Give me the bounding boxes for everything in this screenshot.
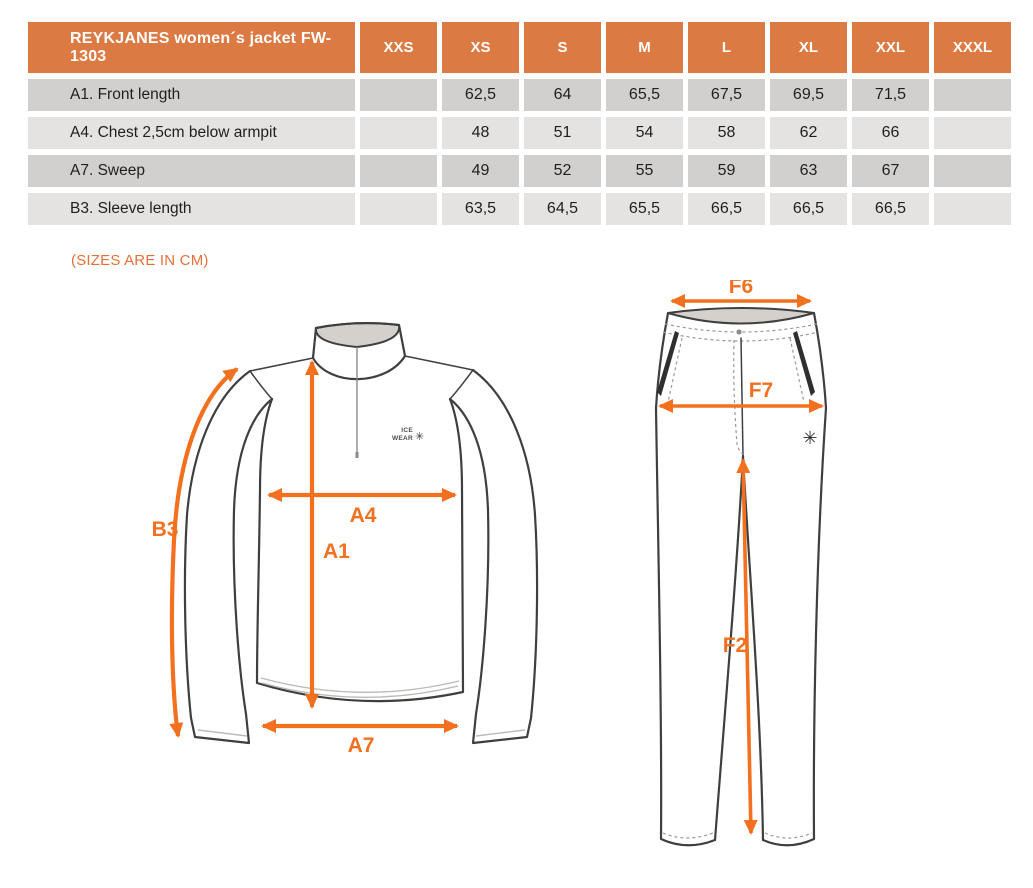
size-value: 64,5 bbox=[524, 193, 601, 225]
size-value: 66,5 bbox=[852, 193, 929, 225]
size-header-xxxl: XXXL bbox=[934, 22, 1011, 73]
jacket-sleeves bbox=[183, 368, 539, 745]
size-value bbox=[934, 117, 1011, 149]
size-value: 64 bbox=[524, 79, 601, 111]
size-value bbox=[934, 79, 1011, 111]
size-value: 63,5 bbox=[442, 193, 519, 225]
size-value bbox=[360, 193, 437, 225]
jacket-measurement-diagram: ICE WEAR ✳ B3 A4 A1 A7 bbox=[152, 321, 539, 757]
size-value: 52 bbox=[524, 155, 601, 187]
product-title: REYKJANES women´s jacket FW-1303 bbox=[28, 22, 355, 73]
b3-label: B3 bbox=[152, 518, 179, 541]
a1-label: A1 bbox=[323, 540, 350, 563]
size-value: 71,5 bbox=[852, 79, 929, 111]
size-header-s: S bbox=[524, 22, 601, 73]
b3-arrow bbox=[169, 367, 239, 738]
icewear-logo: ICE WEAR ✳ bbox=[392, 427, 424, 443]
logo-text-ice: ICE bbox=[401, 427, 413, 434]
waist-button bbox=[736, 329, 742, 335]
f2-label: F2 bbox=[723, 634, 748, 657]
logo-text-wear: WEAR bbox=[392, 435, 413, 442]
f6-label: F6 bbox=[729, 280, 754, 298]
size-value: 59 bbox=[688, 155, 765, 187]
pants-pockets bbox=[657, 331, 815, 403]
left-pocket bbox=[657, 331, 679, 396]
snowflake-icon: ✳ bbox=[415, 430, 424, 443]
measurement-label: B3. Sleeve length bbox=[28, 193, 355, 225]
size-value: 67 bbox=[852, 155, 929, 187]
pants-fly bbox=[733, 337, 744, 457]
size-value bbox=[934, 193, 1011, 225]
measurement-label: A4. Chest 2,5cm below armpit bbox=[28, 117, 355, 149]
size-header-xxl: XXL bbox=[852, 22, 929, 73]
size-header-xs: XS bbox=[442, 22, 519, 73]
size-value: 66,5 bbox=[688, 193, 765, 225]
size-header-xxs: XXS bbox=[360, 22, 437, 73]
jacket-collar bbox=[311, 321, 407, 381]
size-value: 66,5 bbox=[770, 193, 847, 225]
size-header-m: M bbox=[606, 22, 683, 73]
table-header-row: REYKJANES women´s jacket FW-1303 XXS XS … bbox=[28, 22, 1011, 73]
right-pocket bbox=[793, 331, 815, 396]
measurement-label: A7. Sweep bbox=[28, 155, 355, 187]
sizes-unit-note: (SIZES ARE IN CM) bbox=[71, 252, 209, 269]
pants-measurement-diagram: ✳ F6 F7 F2 bbox=[654, 280, 828, 847]
size-value bbox=[934, 155, 1011, 187]
size-value: 65,5 bbox=[606, 193, 683, 225]
pants-arrows: F6 F7 F2 bbox=[658, 280, 824, 835]
size-value: 62,5 bbox=[442, 79, 519, 111]
table-row-sweep: A7. Sweep 49 52 55 59 63 67 bbox=[28, 155, 1011, 187]
jacket-body bbox=[249, 355, 474, 703]
size-value: 54 bbox=[606, 117, 683, 149]
size-value: 63 bbox=[770, 155, 847, 187]
table-row-chest: A4. Chest 2,5cm below armpit 48 51 54 58… bbox=[28, 117, 1011, 149]
size-value: 62 bbox=[770, 117, 847, 149]
size-value: 58 bbox=[688, 117, 765, 149]
table-row-front-length: A1. Front length 62,5 64 65,5 67,5 69,5 … bbox=[28, 79, 1011, 111]
size-value: 65,5 bbox=[606, 79, 683, 111]
jacket-arrows: B3 A4 A1 A7 bbox=[152, 360, 459, 757]
a7-label: A7 bbox=[348, 734, 375, 757]
size-value: 66 bbox=[852, 117, 929, 149]
pants-outline bbox=[654, 307, 828, 847]
size-value: 55 bbox=[606, 155, 683, 187]
size-value bbox=[360, 155, 437, 187]
f2-arrow bbox=[736, 458, 758, 835]
size-chart-table: REYKJANES women´s jacket FW-1303 XXS XS … bbox=[23, 16, 1016, 231]
table-row-sleeve-length: B3. Sleeve length 63,5 64,5 65,5 66,5 66… bbox=[28, 193, 1011, 225]
size-value bbox=[360, 79, 437, 111]
size-value: 67,5 bbox=[688, 79, 765, 111]
a4-label: A4 bbox=[350, 504, 377, 527]
size-value: 51 bbox=[524, 117, 601, 149]
size-value: 48 bbox=[442, 117, 519, 149]
size-header-xl: XL bbox=[770, 22, 847, 73]
f7-label: F7 bbox=[749, 379, 774, 402]
snowflake-icon: ✳ bbox=[802, 428, 817, 449]
size-value bbox=[360, 117, 437, 149]
size-value: 69,5 bbox=[770, 79, 847, 111]
size-value: 49 bbox=[442, 155, 519, 187]
size-header-l: L bbox=[688, 22, 765, 73]
measurement-label: A1. Front length bbox=[28, 79, 355, 111]
